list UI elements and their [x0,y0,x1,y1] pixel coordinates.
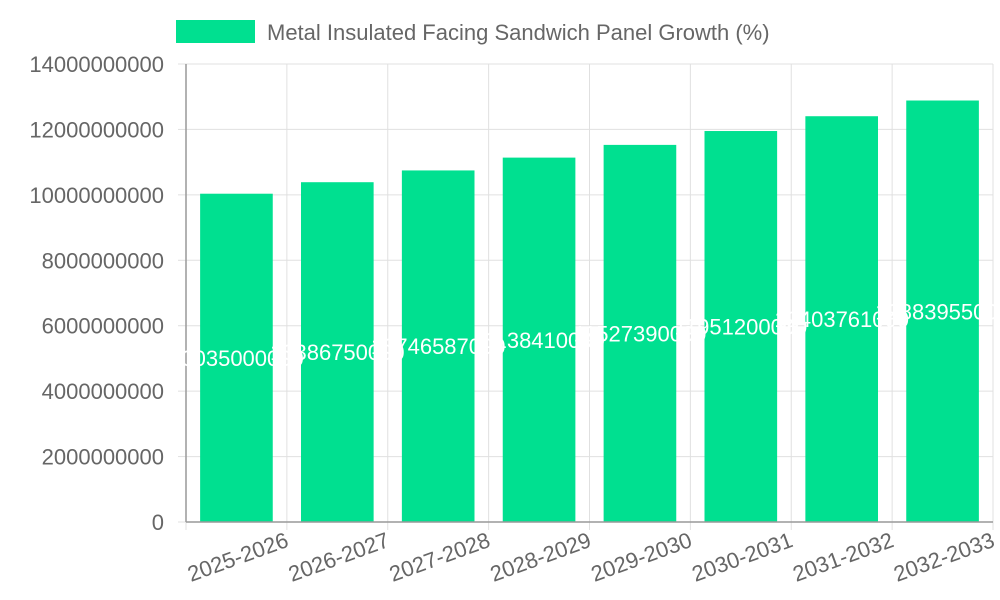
y-tick-label: 14000000000 [29,52,164,77]
data-labels: 1003500000010386750000107465870001113841… [169,299,1000,371]
y-tick-label: 6000000000 [42,314,164,339]
y-tick-label: 12000000000 [29,117,164,142]
x-tick-label: 2025-2026 [184,527,291,586]
x-tick-label: 2032-2033 [890,527,997,586]
axes [178,63,994,530]
bar [906,100,979,522]
legend[interactable]: Metal Insulated Facing Sandwich Panel Gr… [176,20,770,45]
x-tick-label: 2031-2032 [789,527,896,586]
bar [502,157,576,522]
y-tick-label: 8000000000 [42,248,164,273]
y-tick-label: 10000000000 [29,183,164,208]
legend-label: Metal Insulated Facing Sandwich Panel Gr… [267,20,770,45]
data-label: 11138410000 [473,328,604,353]
y-tick-label: 0 [152,510,164,535]
data-label: 10035000000 [169,346,304,371]
y-tick-label: 4000000000 [42,379,164,404]
y-tick-label: 2000000000 [42,445,164,470]
data-label: 10386750000 [270,340,405,365]
bar [704,131,778,522]
bar [603,144,677,523]
x-tick-label: 2030-2031 [689,527,796,586]
bar [300,182,374,522]
data-label: 12403761000 [774,307,909,332]
x-tick-label: 2026-2027 [285,527,392,586]
data-label: 11527390000 [573,321,706,346]
bar [401,170,475,522]
bars [200,100,979,523]
data-label: 10746587000 [371,334,506,359]
data-label: 12883955000 [875,299,1000,324]
x-tick-label: 2029-2030 [588,527,695,586]
legend-swatch [176,20,255,43]
data-label: 11951200000 [674,315,807,340]
bar [805,116,879,522]
x-tick-label: 2027-2028 [386,527,493,586]
bar [200,193,273,522]
x-tick-label: 2028-2029 [487,527,594,586]
